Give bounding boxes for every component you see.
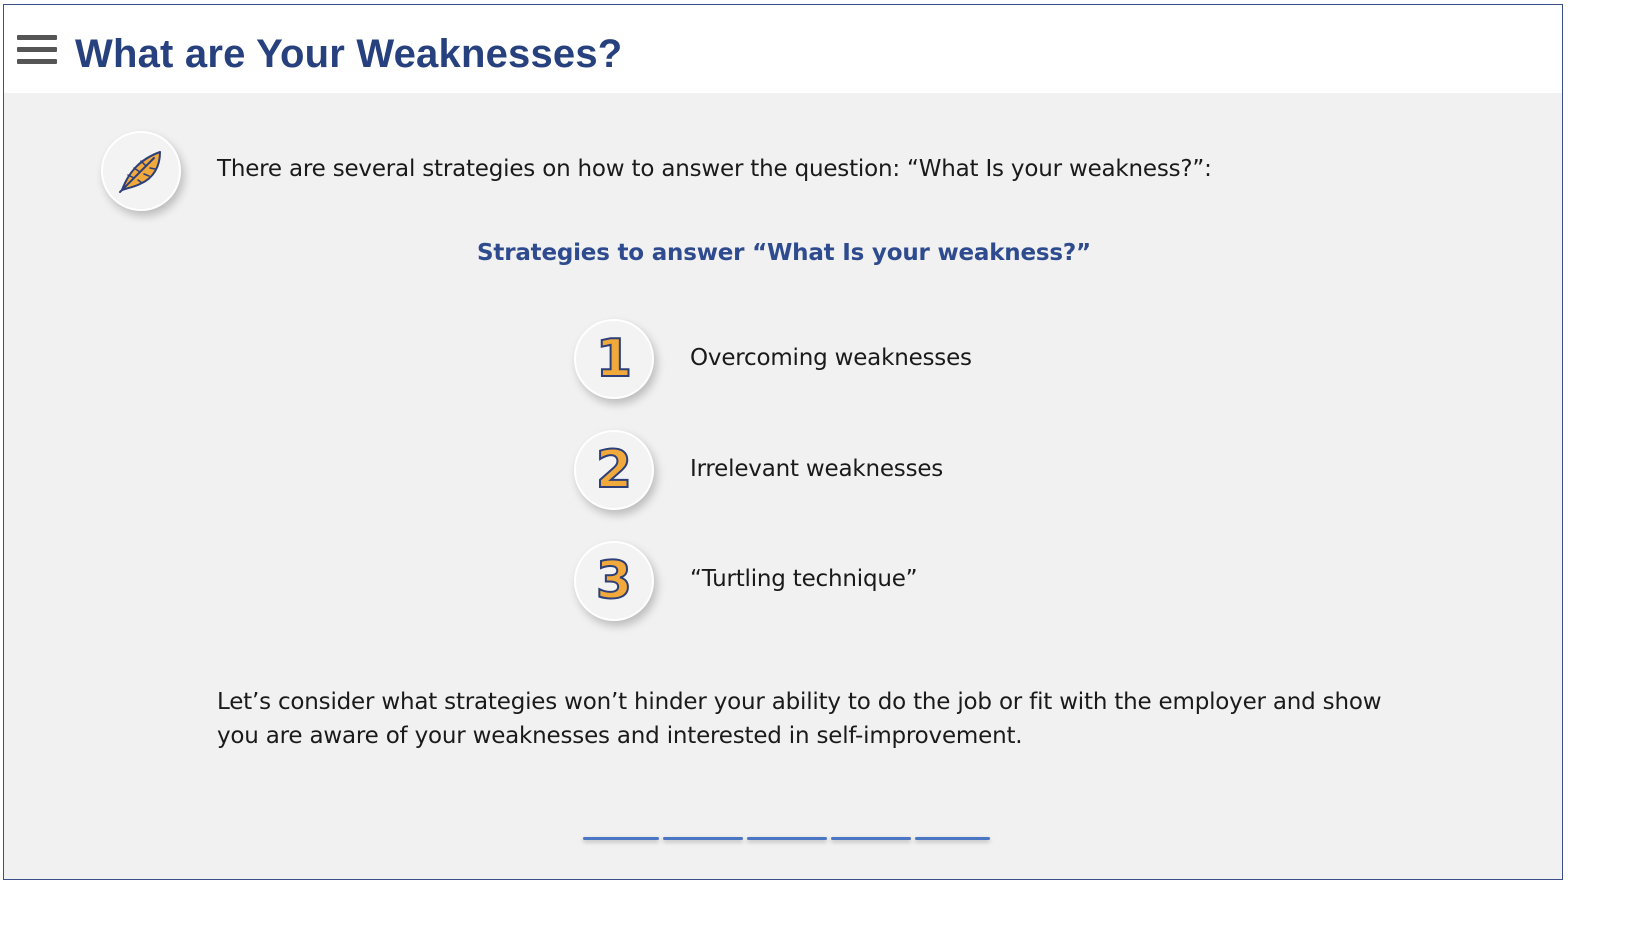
nav-segment-2[interactable] xyxy=(663,837,743,840)
conclusion-line-1: Let’s consider what strategies won’t hin… xyxy=(217,689,1382,715)
nav-segment-4[interactable] xyxy=(831,837,911,840)
conclusion-line-2: you are aware of your weaknesses and int… xyxy=(217,723,1023,749)
strategies-heading: Strategies to answer “What Is your weakn… xyxy=(477,240,1091,266)
nav-segment-5[interactable] xyxy=(915,837,990,840)
number-2-icon: 2 xyxy=(595,440,633,500)
slide-header: What are Your Weaknesses? xyxy=(4,5,1562,93)
strategy-number-3-badge: 3 xyxy=(574,541,654,621)
strategy-number-2-badge: 2 xyxy=(574,430,654,510)
strategy-item-3-label: “Turtling technique” xyxy=(690,566,918,592)
feather-icon-badge xyxy=(101,131,181,211)
strategy-item-1-label: Overcoming weaknesses xyxy=(690,345,972,371)
number-1-icon: 1 xyxy=(595,329,633,389)
strategy-number-1-badge: 1 xyxy=(574,319,654,399)
slide-frame: What are Your Weaknesses? There are seve… xyxy=(3,4,1563,880)
number-3-icon: 3 xyxy=(595,551,633,611)
strategy-item-2-label: Irrelevant weaknesses xyxy=(690,456,944,482)
page-title: What are Your Weaknesses? xyxy=(75,32,623,76)
nav-segment-3[interactable] xyxy=(747,837,827,840)
nav-segment-1[interactable] xyxy=(583,837,659,840)
hamburger-menu-icon[interactable] xyxy=(17,35,57,69)
intro-text: There are several strategies on how to a… xyxy=(217,156,1212,182)
feather-icon xyxy=(119,151,161,193)
